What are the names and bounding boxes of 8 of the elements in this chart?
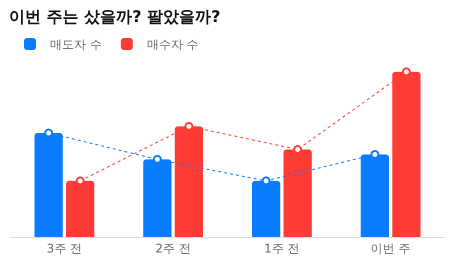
x-tick-label: 3주 전 xyxy=(46,241,82,256)
x-tick-label: 1주 전 xyxy=(264,241,300,256)
legend-label: 매수자 수 xyxy=(146,38,199,52)
x-tick-label: 2주 전 xyxy=(155,241,191,256)
bar xyxy=(66,180,94,237)
x-tick-label: 이번 주 xyxy=(370,241,411,256)
chart-title: 이번 주는 샀을까? 팔았을까? xyxy=(9,6,220,26)
legend-label: 매도자 수 xyxy=(50,38,102,52)
